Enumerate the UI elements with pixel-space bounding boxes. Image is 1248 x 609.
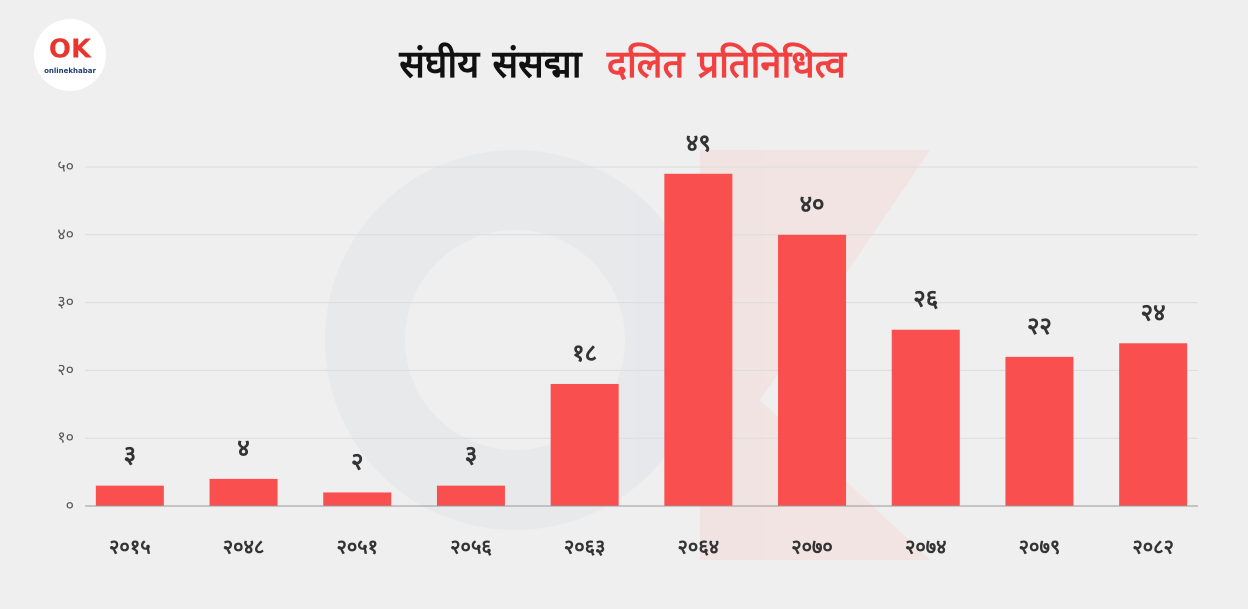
- x-tick-label: २०५६: [450, 535, 492, 559]
- bar: [436, 485, 505, 506]
- bar: [209, 478, 278, 506]
- value-label: २२: [1027, 312, 1052, 340]
- logo-mark: OK: [49, 35, 92, 65]
- x-tick-label: २०७९: [1019, 535, 1061, 559]
- title-highlight: दलित प्रतिनिधित्व: [606, 42, 848, 86]
- bar: [95, 485, 164, 506]
- bar: [778, 234, 847, 507]
- value-label: २६: [913, 285, 938, 313]
- x-tick-label: २०४८: [223, 535, 265, 559]
- x-tick-label: २०७०: [791, 535, 833, 559]
- chart-title: संघीय संसद्मा दलित प्रतिनिधित्व: [398, 42, 848, 86]
- y-tick-label: २०: [57, 360, 74, 379]
- bar: [550, 383, 619, 506]
- value-label: १८: [572, 339, 597, 367]
- x-tick-label: २०६३: [564, 535, 606, 559]
- bar: [891, 329, 960, 506]
- logo[interactable]: OK onlinekhabar: [34, 19, 106, 91]
- y-tick-label: ०: [66, 496, 74, 515]
- y-tick-label: ४०: [57, 224, 74, 243]
- value-label: ४: [237, 434, 249, 462]
- x-tick-label: २०५१: [336, 535, 378, 559]
- x-tick-label: २०१५: [109, 535, 151, 559]
- bar: [323, 492, 392, 506]
- bar: [1005, 356, 1074, 506]
- y-tick-label: ३०: [57, 292, 74, 311]
- y-tick-label: ५०: [57, 157, 74, 176]
- value-label: २४: [1141, 298, 1166, 326]
- x-tick-label: २०६४: [678, 535, 720, 559]
- y-tick-label: १०: [57, 428, 74, 447]
- value-label: ३: [465, 441, 477, 469]
- x-tick-label: २०८२: [1132, 535, 1174, 559]
- value-label: ४०: [800, 190, 825, 218]
- value-label: २: [351, 447, 363, 475]
- x-tick-label: २०७४: [905, 535, 947, 559]
- bar: [1119, 343, 1188, 506]
- value-label: ४९: [686, 129, 711, 157]
- bar: [664, 173, 733, 506]
- logo-text: onlinekhabar: [44, 67, 96, 75]
- title-main: संघीय संसद्मा: [398, 42, 582, 86]
- value-label: ३: [124, 441, 136, 469]
